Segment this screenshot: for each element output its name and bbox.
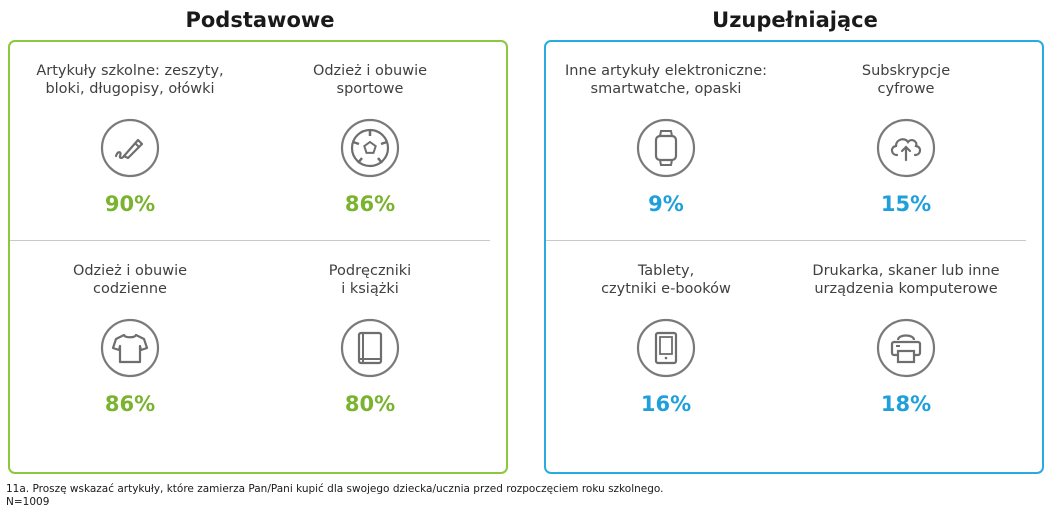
tablet-icon bbox=[636, 318, 696, 378]
smartwatch-icon bbox=[636, 118, 696, 178]
item-value: 18% bbox=[880, 392, 932, 416]
item-label: Subskrypcje cyfrowe bbox=[861, 63, 951, 97]
item-value: 80% bbox=[344, 392, 396, 416]
footnote-sample: N=1009 bbox=[6, 496, 50, 508]
section-title-podstawowe: Podstawowe bbox=[185, 8, 335, 32]
tshirt-icon bbox=[100, 318, 160, 378]
item-label: Odzież i obuwie sportowe bbox=[312, 63, 428, 97]
item-value: 9% bbox=[648, 192, 684, 216]
item-value: 15% bbox=[880, 192, 932, 216]
item-label: Artykuły szkolne: zeszyty, bloki, długop… bbox=[36, 63, 224, 97]
item-value: 90% bbox=[104, 192, 156, 216]
divider bbox=[546, 240, 1026, 241]
item-label: Drukarka, skaner lub inne urządzenia kom… bbox=[812, 263, 1000, 297]
item-label: Podręczniki i książki bbox=[328, 263, 412, 297]
item-label: Odzież i obuwie codzienne bbox=[72, 263, 188, 297]
item-label: Tablety, czytniki e-booków bbox=[601, 263, 731, 297]
panel-podstawowe: Artykuły szkolne: zeszyty, bloki, długop… bbox=[8, 40, 508, 474]
item-label: Inne artykuły elektroniczne: smartwatche… bbox=[564, 63, 768, 97]
printer-icon bbox=[876, 318, 936, 378]
divider bbox=[10, 240, 490, 241]
soccer-ball-icon bbox=[340, 118, 400, 178]
panel-uzupelniajace: Inne artykuły elektroniczne: smartwatche… bbox=[544, 40, 1044, 474]
item-value: 16% bbox=[640, 392, 692, 416]
section-title-uzupelniajace: Uzupełniające bbox=[712, 8, 878, 32]
item-value: 86% bbox=[104, 392, 156, 416]
pen-icon bbox=[100, 118, 160, 178]
book-icon bbox=[340, 318, 400, 378]
footnote-question: 11a. Proszę wskazać artykuły, które zami… bbox=[6, 483, 664, 495]
item-value: 86% bbox=[344, 192, 396, 216]
cloud-upload-icon bbox=[876, 118, 936, 178]
